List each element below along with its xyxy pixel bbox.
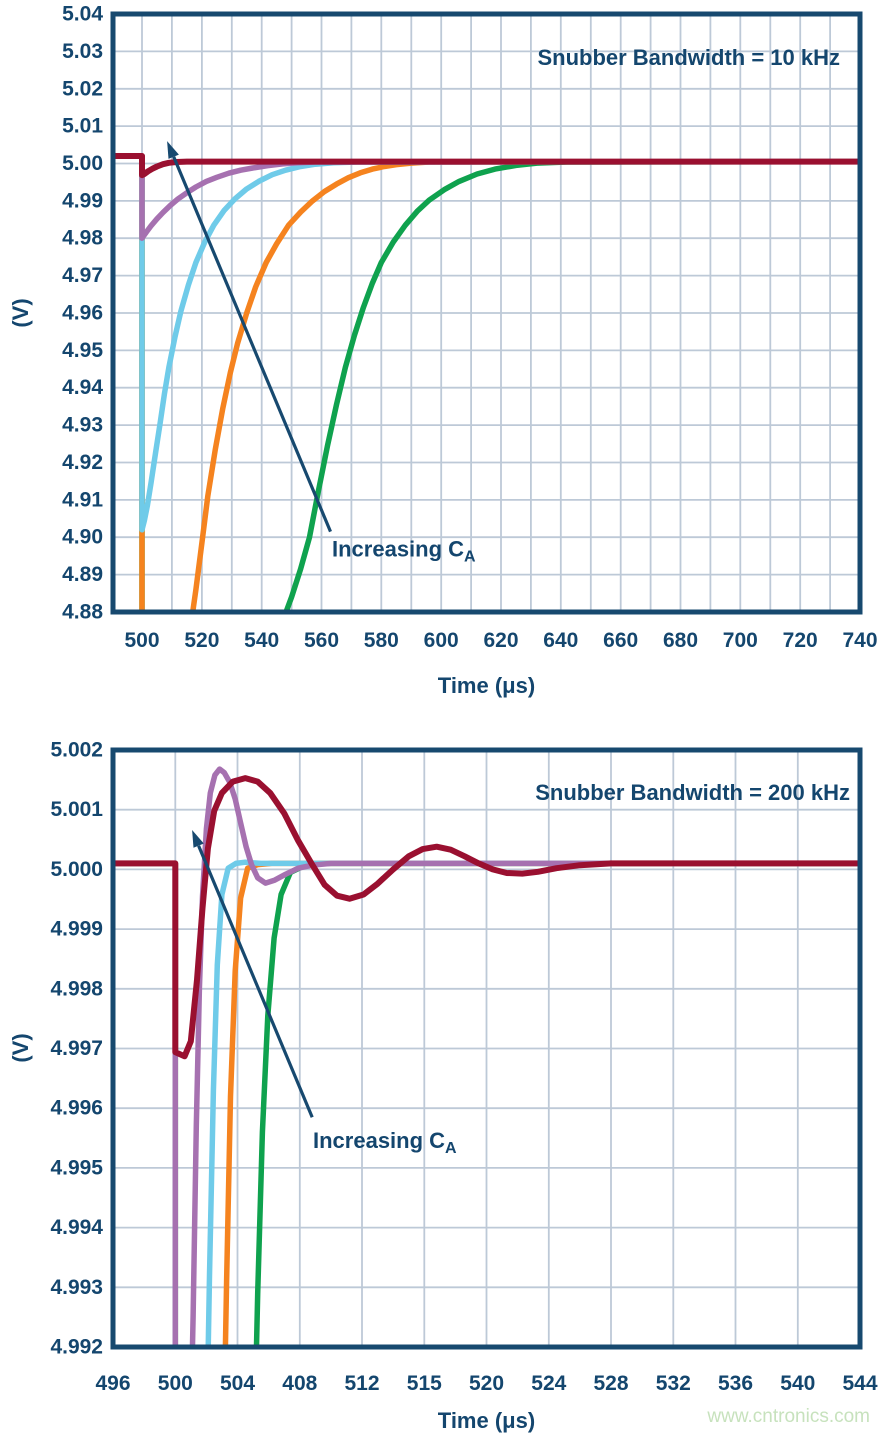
y-tick-label: 4.89 xyxy=(62,563,103,586)
y-tick-label: 4.93 xyxy=(62,414,103,437)
x-tick-label: 740 xyxy=(842,629,877,652)
y-tick-label: 5.04 xyxy=(62,3,103,26)
y-tick-label: 4.996 xyxy=(50,1097,103,1120)
annotation-200khz: Increasing CA xyxy=(192,830,457,1157)
y-tick-label: 4.92 xyxy=(62,451,103,474)
plot-frame-10khz xyxy=(110,11,863,615)
y-axis-title-200khz: (V) xyxy=(8,1033,33,1062)
x-tick-label: 520 xyxy=(184,629,219,652)
x-tick-label: 544 xyxy=(842,1372,877,1395)
y-tick-label: 5.000 xyxy=(50,858,103,881)
increasing-ca-arrow xyxy=(197,845,314,1118)
y-tick-label: 4.993 xyxy=(50,1276,103,1299)
x-tick-label: 500 xyxy=(158,1372,193,1395)
chart-snubber-10khz: 500 520 540 560 580 600 620 640 660 680 700 720 740 5… xyxy=(8,3,878,699)
x-tick-label: 528 xyxy=(593,1372,628,1395)
x-tick-label: 640 xyxy=(543,629,578,652)
y-tick-label: 4.91 xyxy=(62,488,103,511)
series-path-ca2-purple xyxy=(113,766,860,1347)
chart-title-200khz: Snubber Bandwidth = 200 kHz xyxy=(535,780,850,805)
x-tick-label: 540 xyxy=(780,1372,815,1395)
x-tick-label: 580 xyxy=(364,629,399,652)
series-group-10khz xyxy=(113,153,860,612)
series-path-ca5-largest-green xyxy=(113,153,860,612)
y-tick-label: 4.995 xyxy=(50,1156,103,1179)
x-tick-label: 515 xyxy=(407,1372,442,1395)
y-tick-label: 5.002 xyxy=(50,739,103,762)
series-path-ca3-cyan xyxy=(113,859,860,1347)
y-tick-label: 4.999 xyxy=(50,918,103,941)
chart-snubber-200khz: 496 500 504 408 512 515 520 524 528 532 536 540 544 5… xyxy=(8,739,878,1434)
y-tick-label: 5.03 xyxy=(62,40,103,63)
increasing-ca-arrow xyxy=(172,156,332,533)
y-tick-label: 4.997 xyxy=(50,1037,103,1060)
y-tick-label: 4.992 xyxy=(50,1336,103,1359)
annotation-10khz: Increasing CA xyxy=(167,141,476,566)
tick-labels-200khz: 496 500 504 408 512 515 520 524 528 532 536 540 544 5… xyxy=(50,739,877,1396)
y-tick-label: 4.96 xyxy=(62,302,103,325)
arrow-head xyxy=(192,830,204,848)
x-tick-label: 524 xyxy=(531,1372,566,1395)
y-tick-label: 5.00 xyxy=(62,152,103,175)
tick-labels-10khz: 500 520 540 560 580 600 620 640 660 680 700 720 740 5… xyxy=(62,3,877,653)
series-path-ca1-smallest-maroon xyxy=(113,775,860,1060)
y-tick-label: 4.88 xyxy=(62,601,103,624)
series-path-ca3-cyan xyxy=(113,153,860,533)
y-tick-label: 4.94 xyxy=(62,376,103,399)
x-axis-title-200khz: Time (μs) xyxy=(438,1408,535,1433)
y-tick-label: 5.001 xyxy=(50,798,103,821)
x-tick-label: 532 xyxy=(656,1372,691,1395)
x-tick-label: 660 xyxy=(603,629,638,652)
x-tick-label: 496 xyxy=(95,1372,130,1395)
x-tick-label: 600 xyxy=(424,629,459,652)
series-group-200khz xyxy=(113,766,860,1347)
x-tick-label: 700 xyxy=(723,629,758,652)
x-tick-label: 720 xyxy=(783,629,818,652)
y-tick-label: 4.994 xyxy=(50,1216,103,1239)
x-tick-label: 504 xyxy=(220,1372,255,1395)
y-tick-label: 5.01 xyxy=(62,115,103,138)
y-tick-label: 4.98 xyxy=(62,227,103,250)
series-path-ca1-smallest-maroon xyxy=(113,153,860,179)
y-tick-label: 4.99 xyxy=(62,189,103,212)
y-tick-label: 5.02 xyxy=(62,77,103,100)
grid-10khz xyxy=(113,13,860,613)
series-path-ca4-orange xyxy=(113,153,860,612)
x-axis-title-10khz: Time (μs) xyxy=(438,673,535,698)
watermark-text: www.cntronics.com xyxy=(706,1406,870,1427)
y-tick-label: 4.998 xyxy=(50,977,103,1000)
arrow-head xyxy=(167,141,179,159)
x-tick-label: 560 xyxy=(304,629,339,652)
y-tick-label: 4.90 xyxy=(62,526,103,549)
x-tick-label: 620 xyxy=(483,629,518,652)
y-tick-label: 4.97 xyxy=(62,264,103,287)
series-path-ca2-purple xyxy=(113,153,860,241)
annotation-increasing-ca: Increasing CA xyxy=(313,1128,457,1157)
y-axis-title-10khz: (V) xyxy=(8,298,33,327)
x-tick-label: 540 xyxy=(244,629,279,652)
x-tick-label: 680 xyxy=(663,629,698,652)
annotation-increasing-ca: Increasing CA xyxy=(332,537,476,566)
x-tick-label: 408 xyxy=(282,1372,317,1395)
plot-frame-200khz xyxy=(110,747,863,1350)
chart-title-10khz: Snubber Bandwidth = 10 kHz xyxy=(537,45,840,70)
x-tick-label: 536 xyxy=(718,1372,753,1395)
x-tick-label: 520 xyxy=(469,1372,504,1395)
y-tick-label: 4.95 xyxy=(62,339,103,362)
x-tick-label: 500 xyxy=(124,629,159,652)
x-tick-label: 512 xyxy=(344,1372,379,1395)
